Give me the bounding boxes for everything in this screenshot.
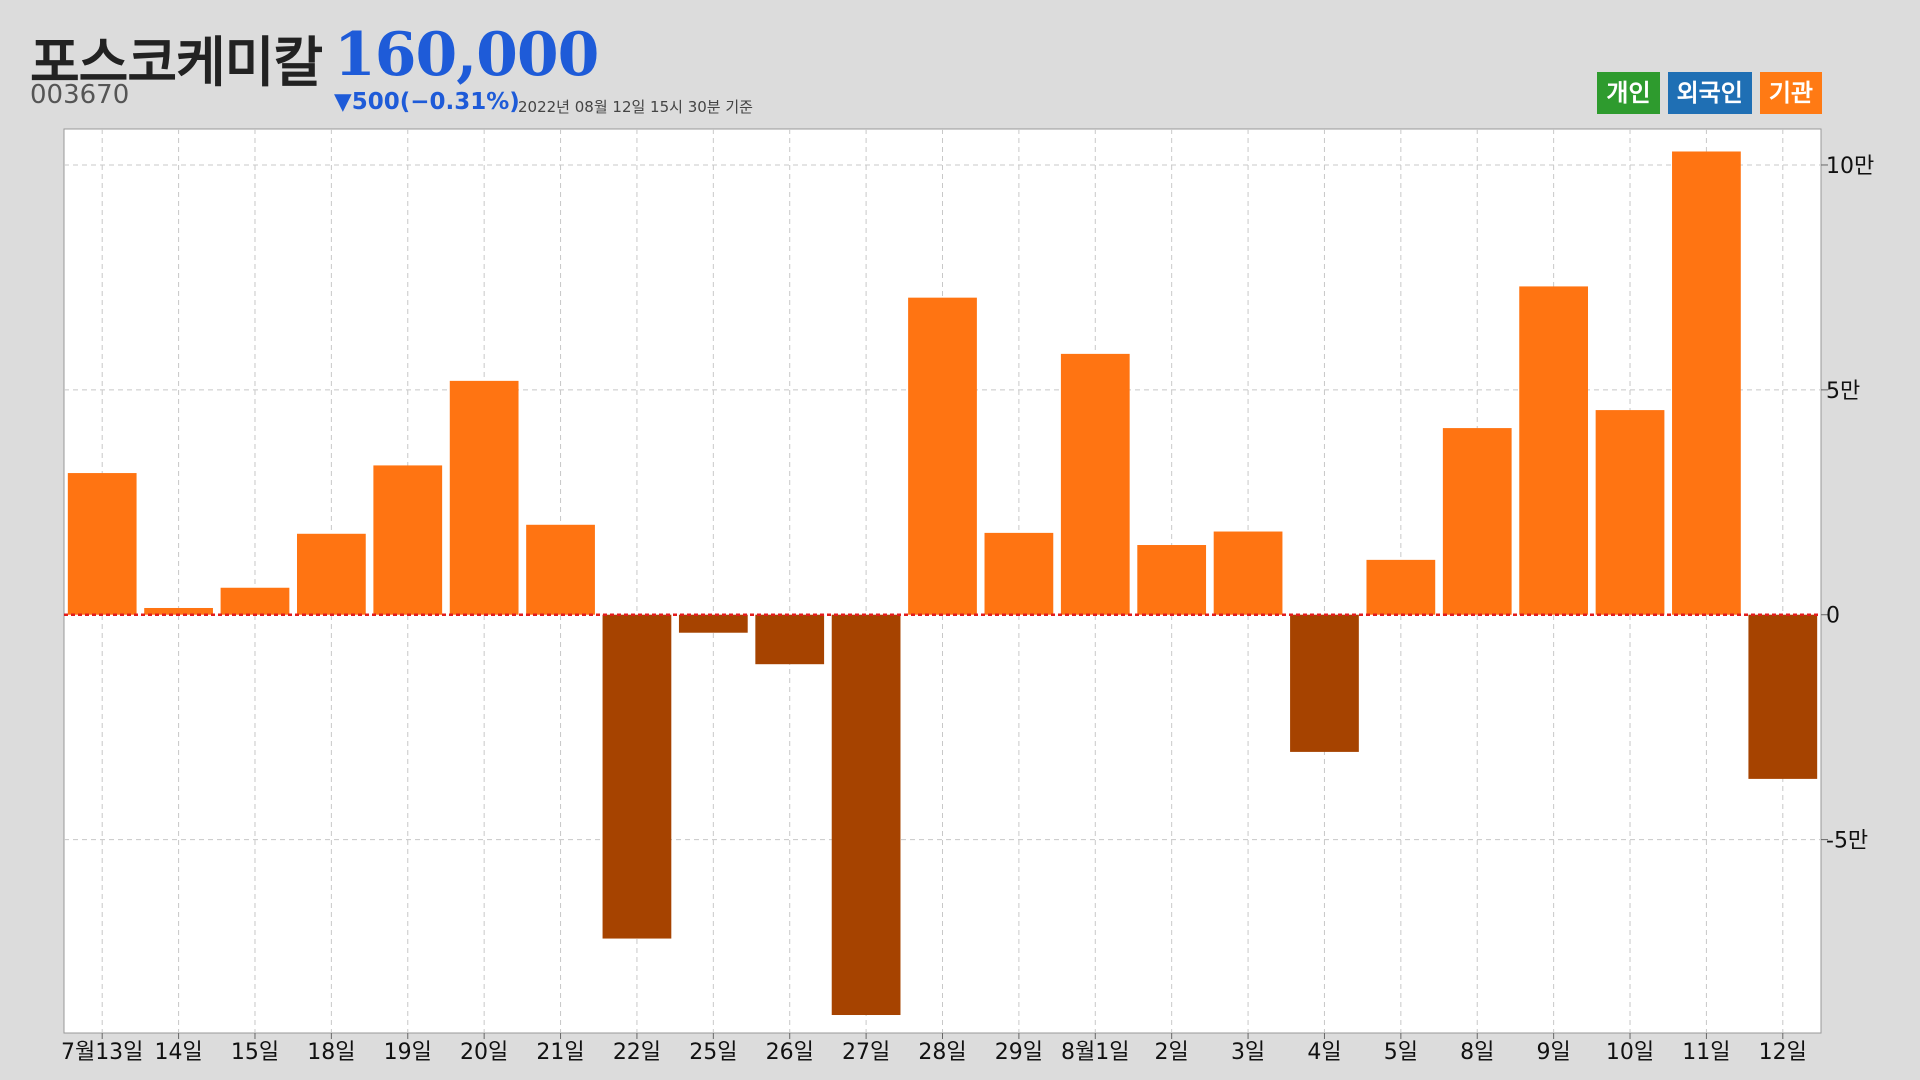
bar bbox=[1290, 614, 1359, 752]
x-tick-label: 28일 bbox=[918, 1040, 966, 1065]
x-tick-label: 15일 bbox=[231, 1040, 279, 1065]
stock-name: 포스코케미칼 bbox=[30, 31, 323, 94]
bar bbox=[602, 614, 672, 939]
bar bbox=[984, 532, 1054, 615]
bar bbox=[1442, 428, 1512, 615]
x-tick-label: 21일 bbox=[536, 1040, 584, 1065]
bar bbox=[220, 587, 290, 615]
stock-price: 160,000 bbox=[334, 20, 599, 90]
x-tick-label: 11일 bbox=[1682, 1040, 1730, 1065]
bar bbox=[1519, 286, 1589, 615]
bar bbox=[67, 473, 137, 615]
x-tick-label: 7월13일 bbox=[61, 1040, 143, 1065]
y-tick-label: -5만 bbox=[1826, 829, 1868, 854]
y-tick-label: 5만 bbox=[1826, 379, 1860, 404]
legend-institution-button[interactable]: 기관 bbox=[1759, 72, 1822, 114]
x-tick-label: 19일 bbox=[384, 1040, 432, 1065]
bar bbox=[373, 465, 443, 615]
x-tick-label: 12일 bbox=[1759, 1040, 1807, 1065]
x-tick-label: 22일 bbox=[613, 1040, 661, 1065]
bar bbox=[831, 614, 901, 1016]
x-tick-label: 8월1일 bbox=[1061, 1040, 1129, 1065]
bar bbox=[1213, 531, 1283, 615]
y-tick-label: 10만 bbox=[1826, 154, 1874, 179]
bar bbox=[1672, 151, 1741, 615]
bar bbox=[755, 614, 825, 665]
bar bbox=[449, 380, 519, 615]
x-tick-label: 5일 bbox=[1384, 1040, 1418, 1065]
x-tick-label: 9일 bbox=[1537, 1040, 1571, 1065]
bar bbox=[908, 297, 977, 615]
bars bbox=[67, 151, 1818, 1016]
bar bbox=[1366, 559, 1436, 615]
bar bbox=[1595, 410, 1665, 615]
bar bbox=[1060, 353, 1130, 615]
x-axis-labels: 7월13일 14일 15일 18일 19일 20일 21일 22일 25일 26일 27일 28일 29… bbox=[61, 1033, 1807, 1065]
bar bbox=[1137, 545, 1207, 615]
x-tick-label: 10일 bbox=[1606, 1040, 1654, 1065]
stock-code: 003670 bbox=[30, 80, 130, 110]
y-axis-labels: 10만 5만 0 -5만 bbox=[1821, 154, 1874, 854]
timestamp: 2022년 08월 12일 15시 30분 기준 bbox=[518, 98, 753, 116]
x-tick-label: 29일 bbox=[995, 1040, 1043, 1065]
legend-individual-button[interactable]: 개인 bbox=[1597, 72, 1660, 114]
x-tick-label: 27일 bbox=[842, 1040, 890, 1065]
x-tick-label: 2일 bbox=[1155, 1040, 1189, 1065]
bar bbox=[144, 607, 213, 615]
x-tick-label: 4일 bbox=[1307, 1040, 1341, 1065]
price-change: ▼500(−0.31%) bbox=[334, 89, 520, 115]
x-tick-label: 25일 bbox=[689, 1040, 737, 1065]
bar bbox=[526, 524, 595, 615]
legend: 개인 외국인 기관 bbox=[1597, 72, 1822, 114]
x-tick-label: 20일 bbox=[460, 1040, 508, 1065]
x-tick-label: 8일 bbox=[1460, 1040, 1494, 1065]
x-tick-label: 18일 bbox=[307, 1040, 355, 1065]
y-tick-label: 0 bbox=[1826, 604, 1840, 629]
x-tick-label: 26일 bbox=[766, 1040, 814, 1065]
bar bbox=[1748, 614, 1818, 779]
legend-foreign-button[interactable]: 외국인 bbox=[1667, 72, 1752, 114]
x-tick-label: 3일 bbox=[1231, 1040, 1265, 1065]
bar bbox=[678, 614, 748, 633]
x-tick-label: 14일 bbox=[154, 1040, 202, 1065]
bar bbox=[296, 533, 366, 615]
